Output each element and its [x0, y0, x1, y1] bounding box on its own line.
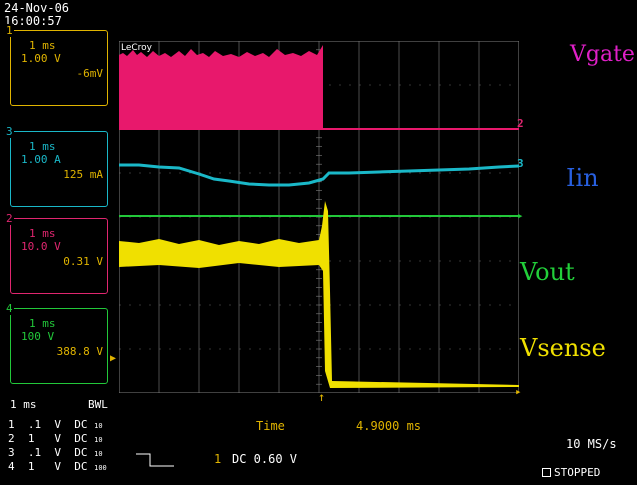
channel-1-box[interactable]: 1 1 ms 1.00 V -6mV: [5, 24, 108, 106]
footer-bwl: BWL: [88, 398, 108, 411]
channel-1-tag: 1: [5, 24, 14, 37]
channel-1-timebase: 1 ms: [29, 39, 56, 52]
acquisition-status: STOPPED: [554, 466, 601, 479]
marker-ch4: ▸: [517, 209, 524, 222]
channel-row-1: 1 .1 V DC 10: [8, 418, 103, 431]
signal-label-vgate: Vgate: [570, 42, 635, 67]
datetime-readout: 24-Nov-06 16:00:57: [4, 2, 69, 28]
channel-3-timebase: 1 ms: [29, 140, 56, 153]
footer-timebase: 1 ms: [10, 398, 37, 411]
date: 24-Nov-06: [4, 1, 70, 15]
channel-2-offset: 0.31 V: [63, 255, 103, 268]
signal-label-vsense: Vsense: [520, 334, 606, 362]
channel-3-box[interactable]: 3 1 ms 1.00 A 125 mA: [5, 125, 108, 207]
marker-ch2: 2: [517, 117, 524, 130]
trigger-position-marker: ↑: [318, 390, 326, 404]
time: 16:00:57: [4, 14, 62, 28]
trigger-edge-icon: [136, 453, 174, 467]
sample-rate: 10 MS/s: [566, 437, 617, 451]
trigger-level-marker: ▶: [110, 353, 117, 364]
signal-label-vout: Vout: [520, 258, 575, 286]
channel-4-box[interactable]: 4 1 ms 100 V 388.8 V: [5, 302, 108, 384]
trigger-channel: 1: [214, 452, 222, 466]
signal-label-iin: Iin: [566, 164, 599, 192]
channel-1-scale: 1.00 V: [21, 52, 61, 65]
status-indicator: [542, 468, 551, 477]
marker-ch1: ▸: [515, 385, 522, 398]
trace-vgate: [119, 45, 323, 130]
trace-iin: [119, 163, 519, 187]
channel-2-scale: 10.0 V: [21, 240, 61, 253]
channel-2-box[interactable]: 2 1 ms 10.0 V 0.31 V: [5, 212, 108, 294]
trigger-value: DC 0.60 V: [232, 452, 298, 466]
channel-row-4: 4 1 V DC 100: [8, 460, 107, 473]
waveform-grid: LeCroy: [119, 41, 519, 393]
marker-ch3: 3: [517, 157, 524, 170]
channel-4-timebase: 1 ms: [29, 317, 56, 330]
time-label: Time: [256, 419, 285, 433]
channel-3-tag: 3: [5, 125, 14, 138]
channel-row-2: 2 1 V DC 10: [8, 432, 103, 445]
channel-row-3: 3 .1 V DC 10: [8, 446, 103, 459]
channel-4-scale: 100 V: [21, 330, 55, 343]
time-value: 4.9000 ms: [356, 419, 422, 433]
channel-3-offset: 125 mA: [63, 168, 103, 181]
brand-label: LeCroy: [121, 43, 153, 53]
channel-1-offset: -6mV: [76, 67, 104, 80]
channel-3-scale: 1.00 A: [21, 153, 61, 166]
channel-2-timebase: 1 ms: [29, 227, 56, 240]
trace-vsense: [119, 201, 519, 388]
channel-4-offset: 388.8 V: [56, 345, 103, 358]
channel-4-tag: 4: [5, 302, 14, 315]
channel-2-tag: 2: [5, 212, 14, 225]
